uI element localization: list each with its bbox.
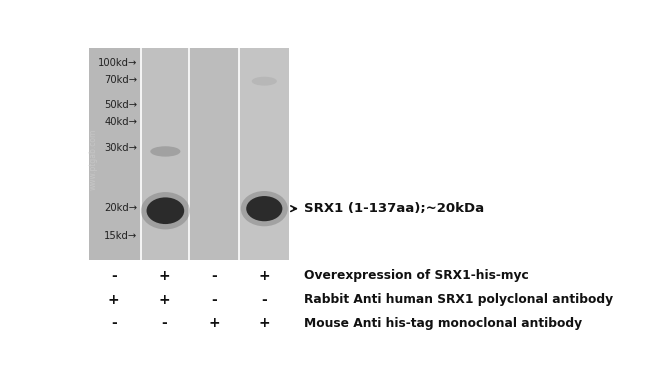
Text: +: +	[259, 269, 270, 283]
Text: +: +	[158, 293, 170, 307]
Text: -: -	[111, 269, 117, 283]
Bar	[89, 48, 141, 259]
Text: +: +	[108, 293, 119, 307]
Text: -: -	[211, 269, 217, 283]
Ellipse shape	[141, 192, 190, 229]
Text: 40kd→: 40kd→	[104, 117, 137, 127]
Text: 20kd→: 20kd→	[104, 203, 137, 213]
Text: SRX1 (1-137aa);~20kDa: SRX1 (1-137aa);~20kDa	[305, 202, 485, 215]
Bar	[239, 48, 290, 259]
Text: -: -	[161, 316, 167, 330]
Text: www.ptgab.com: www.ptgab.com	[89, 128, 98, 189]
Text: Rabbit Anti human SRX1 polyclonal antibody: Rabbit Anti human SRX1 polyclonal antibo…	[305, 293, 614, 306]
Text: Overexpression of SRX1-his-myc: Overexpression of SRX1-his-myc	[305, 270, 529, 283]
Text: +: +	[208, 316, 220, 330]
Ellipse shape	[241, 191, 288, 226]
Bar	[141, 48, 189, 259]
Text: -: -	[261, 293, 267, 307]
Text: -: -	[211, 293, 217, 307]
Text: 70kd→: 70kd→	[104, 75, 137, 85]
Text: 50kd→: 50kd→	[104, 100, 137, 110]
Text: Mouse Anti his-tag monoclonal antibody: Mouse Anti his-tag monoclonal antibody	[305, 317, 583, 330]
Text: 30kd→: 30kd→	[104, 144, 137, 154]
Text: 100kd→: 100kd→	[98, 57, 137, 67]
Ellipse shape	[251, 77, 277, 85]
Text: -: -	[111, 316, 117, 330]
Ellipse shape	[246, 196, 283, 221]
Ellipse shape	[146, 198, 184, 224]
Text: 15kd→: 15kd→	[104, 231, 137, 241]
Ellipse shape	[150, 146, 180, 157]
Text: +: +	[158, 269, 170, 283]
Bar	[189, 48, 239, 259]
Text: +: +	[259, 316, 270, 330]
